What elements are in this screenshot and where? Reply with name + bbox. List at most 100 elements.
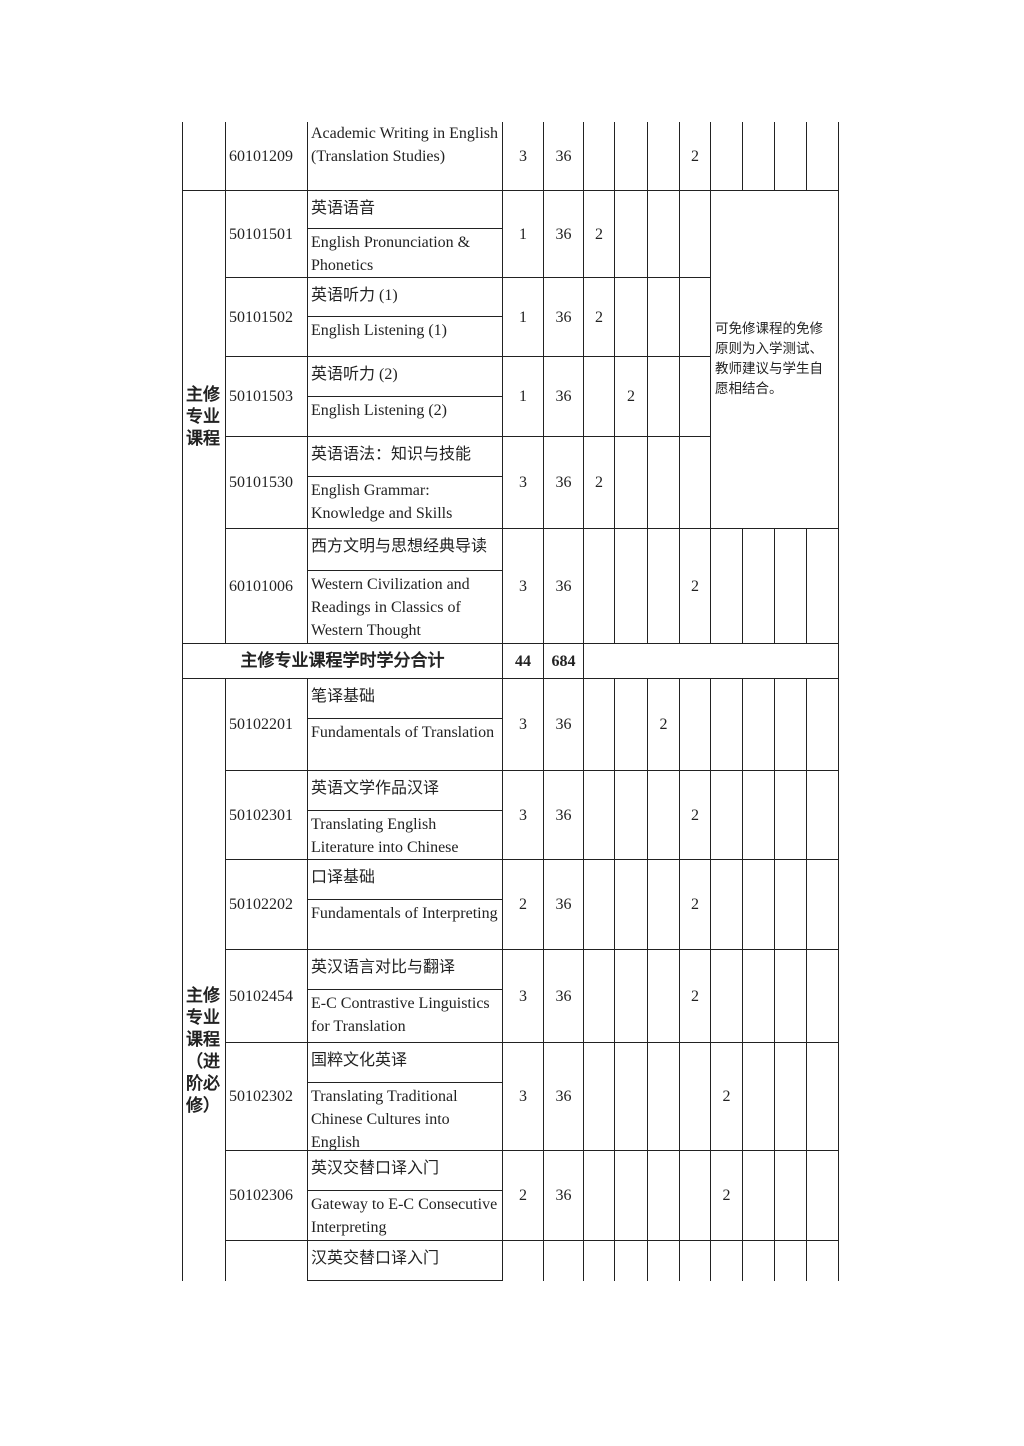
course-name-cn: 英语听力 (2)	[307, 356, 503, 397]
hours: 36	[543, 1150, 584, 1241]
course-code: 50102201	[225, 678, 308, 771]
course-name-cn: 西方文明与思想经典导读	[307, 528, 503, 571]
weekly-hours	[647, 1150, 680, 1241]
course-name-en: Gateway to E-C Consecutive Interpreting	[307, 1190, 503, 1241]
course-name-cn: 英语语音	[307, 190, 503, 229]
course-code: 50102454	[225, 949, 308, 1043]
weekly-hours	[647, 356, 680, 437]
course-name-en-text: English Pronunciation & Phonetics	[311, 234, 471, 274]
weekly-hours	[710, 122, 743, 191]
hours-text: 36	[555, 225, 572, 243]
credits: 1	[502, 356, 544, 437]
weekly-hours	[742, 770, 775, 860]
course-code-text: 60101209	[229, 147, 293, 165]
hours-text: 36	[555, 388, 572, 405]
total-credits-text: 44	[515, 652, 531, 670]
weekly-hours	[614, 770, 648, 860]
weekly-hours	[742, 859, 775, 950]
course-name-en: Translating English Literature into Chin…	[307, 810, 503, 860]
course-name-cn-text: 口译基础	[311, 869, 376, 886]
hours: 36	[543, 770, 584, 860]
weekly-hours-text: 2	[722, 1187, 731, 1204]
course-code: 50102306	[225, 1150, 308, 1241]
weekly-hours-text: 2	[691, 577, 699, 595]
course-name-cn: 笔译基础	[307, 678, 503, 719]
course-name-en-text: Academic Writing in English (Translation…	[311, 125, 499, 165]
course-name-cn: 英语听力 (1)	[307, 277, 503, 317]
course-name-cn: 英语文学作品汉译	[307, 770, 503, 811]
course-code: 50101530	[225, 436, 308, 529]
course-name-cn-text: 国粹文化英译	[311, 1052, 408, 1069]
course-code: 50101502	[225, 277, 308, 357]
weekly-hours: 2	[583, 436, 615, 529]
group-label-text: 主修专业课程	[186, 385, 220, 449]
weekly-hours	[806, 122, 839, 191]
course-name-en-text: English Listening (1)	[311, 322, 447, 339]
total-label: 主修专业课程学时学分合计	[182, 643, 503, 679]
course-code: 50101503	[225, 356, 308, 437]
weekly-hours	[806, 528, 839, 644]
credits: 3	[502, 1042, 544, 1151]
credits: 3	[502, 122, 544, 191]
weekly-hours: 2	[710, 1150, 743, 1241]
weekly-hours-text: 2	[691, 987, 699, 1005]
weekly-hours	[679, 190, 711, 278]
course-name-en: English Listening (2)	[307, 396, 503, 437]
weekly-hours	[806, 859, 839, 950]
course-code-text: 50102202	[229, 896, 293, 913]
credits: 3	[502, 678, 544, 771]
course-name-en: English Grammar: Knowledge and Skills	[307, 476, 503, 529]
weekly-hours	[614, 436, 648, 529]
weekly-hours	[583, 949, 615, 1043]
course-name-en: Academic Writing in English (Translation…	[307, 122, 503, 191]
weekly-hours	[583, 859, 615, 950]
course-name-en: English Listening (1)	[307, 316, 503, 357]
credits: 3	[502, 770, 544, 860]
weekly-hours	[583, 678, 615, 771]
total-label-text: 主修专业课程学时学分合计	[240, 651, 445, 671]
credits-text: 3	[519, 577, 527, 595]
hours-text: 36	[555, 1187, 572, 1204]
weekly-hours	[583, 356, 615, 437]
weekly-hours: 2	[647, 678, 680, 771]
course-name-cn-text: 英语语音	[311, 200, 376, 217]
credits-text: 3	[519, 716, 527, 733]
course-code: 50102202	[225, 859, 308, 950]
hours-text: 36	[555, 987, 572, 1005]
weekly-hours-text: 2	[691, 806, 699, 824]
weekly-hours-text: 2	[691, 896, 699, 913]
weekly-hours	[614, 1150, 648, 1241]
weekly-hours	[742, 1042, 775, 1151]
hours: 36	[543, 528, 584, 644]
weekly-hours	[710, 678, 743, 771]
credits-text: 3	[519, 987, 527, 1005]
weekly-hours	[614, 1042, 648, 1151]
weekly-hours	[806, 1042, 839, 1151]
course-code-text: 50102302	[229, 1088, 293, 1105]
hours-text: 36	[555, 577, 572, 595]
total-credits: 44	[502, 643, 544, 679]
course-name-en: Fundamentals of Interpreting	[307, 899, 503, 950]
weekly-hours	[710, 528, 743, 644]
hours-text: 36	[555, 147, 572, 165]
weekly-hours	[679, 277, 711, 357]
weekly-hours	[679, 356, 711, 437]
credits-text: 3	[519, 474, 527, 491]
hours: 36	[543, 949, 584, 1043]
weekly-hours	[583, 122, 615, 191]
credits: 1	[502, 190, 544, 278]
hours: 36	[543, 190, 584, 278]
weekly-hours	[647, 436, 680, 529]
weekly-hours	[806, 678, 839, 771]
credits-text: 3	[519, 147, 527, 165]
weekly-hours	[774, 1150, 807, 1241]
hours-text: 36	[555, 474, 572, 491]
weekly-hours	[614, 277, 648, 357]
weekly-hours: 2	[710, 1042, 743, 1151]
course-name-cn: 国粹文化英译	[307, 1042, 503, 1083]
course-code: 50102301	[225, 770, 308, 860]
credits-text: 1	[519, 388, 527, 405]
weekly-hours	[647, 770, 680, 860]
group-cell	[182, 122, 226, 191]
hours-text: 36	[555, 1088, 572, 1105]
